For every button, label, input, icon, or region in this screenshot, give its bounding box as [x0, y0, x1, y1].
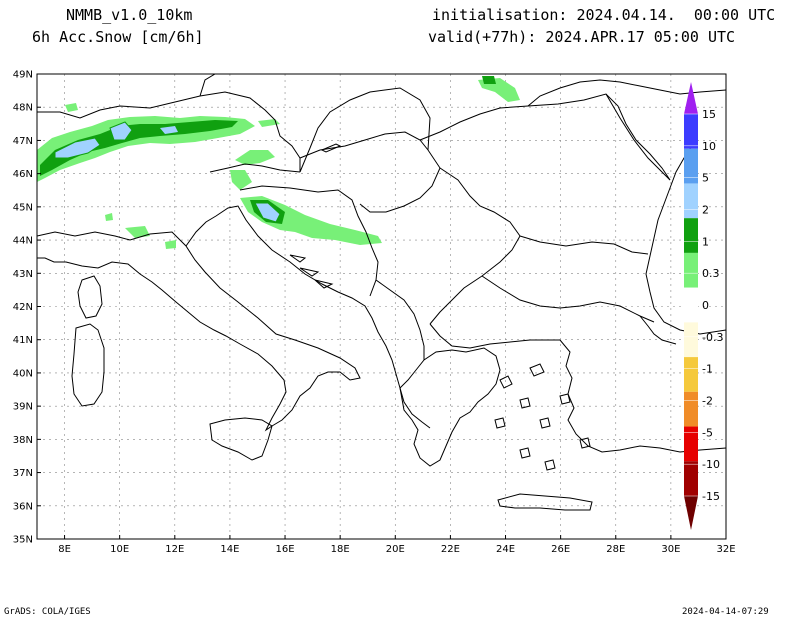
snow-fields: [37, 76, 520, 249]
colorbar-label: 2: [702, 204, 709, 217]
colorbar-label: 10: [702, 140, 716, 153]
footer-right: 2024-04-14-07:29: [682, 607, 769, 617]
longitude-labels: 8E 10E 12E 14E 16E 18E 20E 22E 24E 26E 28E 30E 32E: [58, 535, 736, 555]
lat-label: 42N: [13, 302, 33, 313]
field-title: 6h Acc.Snow [cm/6h]: [32, 28, 204, 46]
colorbar-label: 15: [702, 108, 716, 121]
colorbar-segment: [684, 252, 698, 288]
lon-label: 28E: [606, 544, 625, 555]
black-sea-coastline: [645, 145, 726, 335]
colorbar-bottom-arrow: [684, 496, 698, 530]
border-romania-north: [419, 93, 671, 181]
lat-label: 35N: [13, 535, 33, 546]
colorbar-label: 1: [702, 235, 709, 248]
footer-left: GrADS: COLA/IGES: [4, 607, 91, 617]
border-serbia-romania: [429, 167, 521, 325]
border-hungary: [299, 131, 441, 213]
colorbar-label: -2: [702, 395, 713, 408]
border-turkey-europe: [639, 315, 677, 345]
italy-coastline: [37, 231, 361, 432]
lat-label: 46N: [13, 169, 33, 180]
lat-label: 45N: [13, 202, 33, 213]
colorbar-label: -1: [702, 363, 713, 376]
lon-label: 10E: [110, 544, 129, 555]
init-time: initialisation: 2024.04.14. 00:00 UTC: [432, 6, 776, 24]
border-moldova: [605, 93, 671, 181]
colorbar-top-arrow: [684, 82, 698, 114]
colorbar-label: -10: [702, 458, 720, 471]
colorbar-label: -0.3: [702, 331, 723, 344]
colorbar-label: -15: [702, 490, 720, 503]
lat-label: 37N: [13, 468, 33, 479]
border-germany-czech: [199, 74, 216, 97]
colorbar-segment: [684, 148, 698, 184]
border-croatia-bosnia: [239, 185, 379, 297]
colorbar-segment: [684, 357, 698, 392]
lon-label: 14E: [220, 544, 239, 555]
adriatic-coastline: [185, 205, 431, 429]
border-alps: [37, 91, 301, 172]
lon-label: 30E: [661, 544, 680, 555]
colorbar-segment: [684, 391, 698, 427]
lat-label: 44N: [13, 236, 33, 247]
lon-label: 16E: [276, 544, 295, 555]
border-slovenia: [209, 163, 301, 173]
colorbar-segment: [684, 426, 698, 462]
border-ukraine: [527, 79, 726, 107]
lat-label: 36N: [13, 501, 33, 512]
lon-label: 24E: [496, 544, 515, 555]
snow-area-alps-3: [54, 137, 101, 159]
lon-label: 22E: [441, 544, 460, 555]
colorbar-segment: [684, 114, 698, 149]
lat-label: 39N: [13, 402, 33, 413]
crete-coastline: [497, 493, 593, 511]
sardinia-coastline: [71, 323, 105, 407]
latitude-labels: 49N 48N 47N 46N 45N 44N 43N 42N 41N 40N 39N 38N 37N 3…: [13, 70, 41, 546]
snow-area-alps-4: [109, 121, 133, 141]
lat-label: 41N: [13, 335, 33, 346]
lon-label: 32E: [716, 544, 735, 555]
model-title: NMMB_v1.0_10km: [66, 6, 193, 24]
corsica-coastline: [77, 275, 103, 319]
lat-label: 43N: [13, 269, 33, 280]
lon-label: 12E: [165, 544, 184, 555]
colorbar-segment: [684, 461, 698, 496]
valid-time: valid(+77h): 2024.APR.17 05:00 UTC: [428, 28, 736, 46]
sicily-coastline: [209, 417, 273, 461]
colorbar-label: 0: [702, 299, 709, 312]
lon-label: 8E: [58, 544, 71, 555]
colorbar-label: 0.3: [702, 267, 720, 280]
coastlines-borders: [37, 74, 726, 511]
lon-label: 26E: [551, 544, 570, 555]
lat-label: 47N: [13, 136, 33, 147]
lat-label: 38N: [13, 435, 33, 446]
colorbar: 15 10 5 2 1 0.3 0 -0.3 -1 -2 -5 -10 -15: [684, 82, 723, 530]
snow-area-alps: [37, 116, 255, 182]
lat-label: 48N: [13, 103, 33, 114]
lon-label: 20E: [386, 544, 405, 555]
greece-coastline: [399, 347, 501, 467]
lat-label: 40N: [13, 368, 33, 379]
colorbar-segment: [684, 322, 698, 358]
lon-label: 18E: [331, 544, 350, 555]
border-bulgaria-south: [481, 275, 655, 323]
colorbar-segment: [684, 218, 698, 253]
border-danube: [519, 235, 649, 255]
border-albania: [375, 279, 425, 360]
border-czech-slovakia: [299, 87, 431, 173]
colorbar-label: -5: [702, 426, 713, 439]
lat-label: 49N: [13, 70, 33, 81]
border-greece-north: [429, 323, 560, 349]
colorbar-label: 5: [702, 172, 709, 185]
colorbar-segment: [684, 183, 698, 219]
